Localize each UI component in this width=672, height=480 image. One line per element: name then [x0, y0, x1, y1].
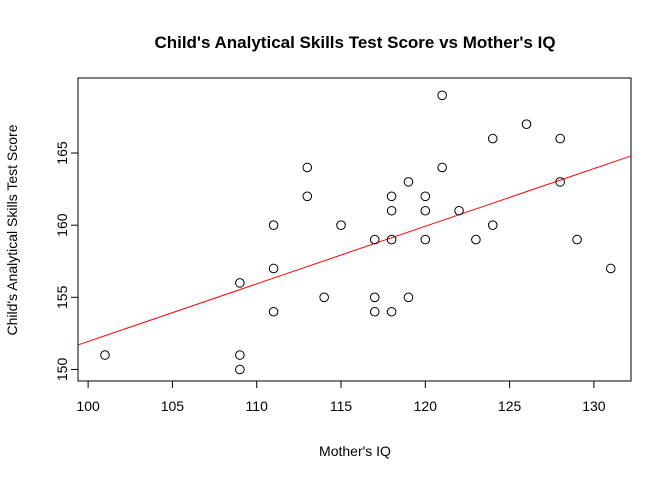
data-point	[302, 162, 313, 173]
data-point	[268, 263, 279, 274]
data-point	[235, 278, 245, 288]
data-point	[268, 220, 279, 230]
x-tick-label: 130	[582, 398, 606, 414]
x-tick-label: 100	[76, 398, 100, 414]
y-tick-label: 160	[54, 213, 70, 237]
x-axis: 100 105 110 115 120 125 130	[76, 380, 606, 414]
data-point	[487, 220, 498, 230]
chart-title: Child's Analytical Skills Test Score vs …	[154, 33, 555, 52]
data-point	[487, 133, 498, 144]
data-point	[386, 234, 397, 245]
y-tick-label: 165	[54, 141, 70, 165]
data-point	[555, 133, 565, 144]
data-point	[420, 234, 431, 245]
x-tick-label: 105	[161, 398, 185, 414]
data-point	[336, 220, 346, 230]
data-point	[268, 306, 279, 317]
y-tick-label: 155	[54, 285, 70, 309]
regression-line-layer	[77, 155, 632, 346]
data-point	[369, 306, 380, 317]
data-point	[386, 205, 397, 216]
regression-line	[77, 155, 632, 346]
data-point	[605, 263, 616, 274]
plot-frame	[77, 77, 632, 382]
x-tick-label: 115	[330, 398, 353, 414]
data-point	[403, 292, 414, 303]
x-axis-label: Mother's IQ	[319, 443, 391, 459]
data-point	[386, 306, 397, 317]
data-point	[471, 234, 481, 245]
data-point	[420, 205, 431, 216]
data-point	[369, 234, 380, 245]
y-axis: 150 155 160 165	[54, 141, 79, 382]
data-point	[521, 119, 532, 129]
x-tick-label: 110	[246, 398, 269, 414]
data-point	[555, 177, 565, 187]
data-point	[235, 350, 245, 360]
x-tick-label: 125	[498, 398, 522, 414]
data-point	[437, 162, 447, 173]
data-point	[319, 292, 329, 303]
y-axis-label: Child's Analytical Skills Test Score	[4, 124, 20, 335]
x-tick-label: 120	[414, 398, 438, 414]
data-point	[100, 350, 110, 360]
y-tick-label: 150	[54, 358, 70, 382]
data-point	[454, 205, 464, 216]
data-point	[369, 292, 380, 303]
data-point	[403, 177, 414, 187]
data-points-layer	[100, 90, 616, 375]
data-point	[437, 90, 447, 101]
data-point	[235, 364, 245, 375]
data-point	[302, 191, 313, 202]
data-point	[420, 191, 431, 202]
data-point	[572, 234, 582, 245]
data-point	[386, 191, 397, 202]
